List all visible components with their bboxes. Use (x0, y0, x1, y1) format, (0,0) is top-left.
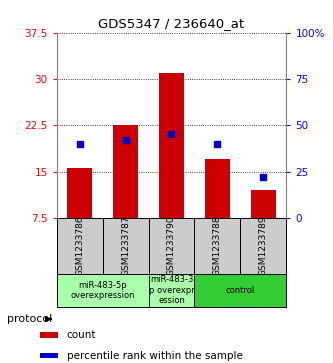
Text: GSM1233790: GSM1233790 (167, 216, 176, 276)
Point (215, 141, 220, 147)
Bar (159, 73, 184, 218)
Point (77, 141, 82, 147)
Bar (240, 218, 286, 274)
Point (261, 174, 266, 180)
Text: miR-483-3
p overexpr
ession: miR-483-3 p overexpr ession (149, 276, 194, 305)
Bar (251, 190, 276, 218)
Text: miR-483-5p
overexpression: miR-483-5p overexpression (70, 281, 135, 300)
Bar (67, 168, 92, 218)
Text: count: count (67, 330, 96, 340)
Text: GSM1233786: GSM1233786 (75, 216, 84, 276)
Text: percentile rank within the sample: percentile rank within the sample (67, 351, 242, 361)
Text: GSM1233787: GSM1233787 (121, 216, 130, 276)
Bar (57, 218, 103, 274)
Bar (205, 159, 230, 218)
Title: GDS5347 / 236640_at: GDS5347 / 236640_at (99, 17, 244, 30)
Text: GSM1233788: GSM1233788 (213, 216, 222, 276)
Text: GSM1233789: GSM1233789 (259, 216, 268, 276)
Bar (194, 274, 286, 307)
Bar (113, 125, 138, 218)
Bar (40, 333, 58, 338)
Text: protocol: protocol (7, 314, 52, 324)
Text: control: control (226, 286, 255, 295)
Point (169, 131, 174, 137)
Bar (149, 218, 194, 274)
Bar (194, 218, 240, 274)
Bar (40, 353, 58, 359)
Bar (57, 274, 149, 307)
Point (123, 137, 128, 143)
Bar (149, 274, 194, 307)
Bar (103, 218, 149, 274)
